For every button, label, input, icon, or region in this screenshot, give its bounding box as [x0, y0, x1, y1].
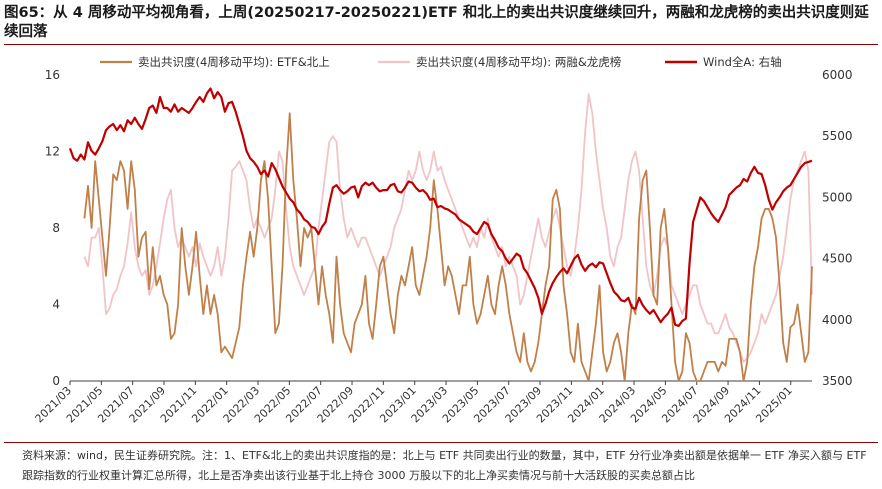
- line-chart: 04812163500400045005000550060002021/0320…: [33, 55, 853, 425]
- y-right-tick-label: 6000: [822, 68, 853, 82]
- footer-rule: [4, 442, 878, 443]
- y-right-tick-label: 4000: [822, 313, 853, 327]
- source-note: 资料来源：wind，民生证券研究院。注：1、ETF&北上的卖出共识度指的是：北上…: [22, 449, 867, 482]
- y-right-tick-label: 5000: [822, 190, 853, 204]
- series-margin-toplist-line: [83, 93, 813, 363]
- chart-area: 0 4 8 12 16 3500 4000 4500 5000 5500 6000 2021/03 20…: [0, 48, 882, 440]
- legend-label: 卖出共识度(4周移动平均): 两融&龙虎榜: [416, 55, 621, 69]
- y-left-tick-label: 4: [52, 298, 60, 312]
- y-left-tick-label: 16: [45, 68, 60, 82]
- y-right-tick-label: 4500: [822, 252, 853, 266]
- legend-label: Wind全A: 右轴: [703, 55, 782, 69]
- y-left-tick-label: 8: [52, 221, 60, 235]
- axes: 04812163500400045005000550060002021/0320…: [33, 68, 853, 425]
- title-rule: [4, 44, 878, 45]
- legend: 卖出共识度(4周移动平均): ETF&北上 卖出共识度(4周移动平均): 两融&龙…: [100, 55, 782, 69]
- y-right-tick-label: 5500: [822, 129, 853, 143]
- y-left-tick-label: 0: [52, 374, 60, 388]
- series-etf-northbound-line: [83, 112, 813, 382]
- legend-label: 卖出共识度(4周移动平均): ETF&北上: [138, 55, 330, 69]
- figure-title: 图65：从 4 周移动平均视角看，上周(20250217-20250221)ET…: [4, 5, 869, 40]
- series-wind-all-a-line: [68, 87, 813, 327]
- series-lines: [68, 87, 813, 382]
- y-left-tick-label: 12: [45, 145, 60, 159]
- y-right-tick-label: 3500: [822, 374, 853, 388]
